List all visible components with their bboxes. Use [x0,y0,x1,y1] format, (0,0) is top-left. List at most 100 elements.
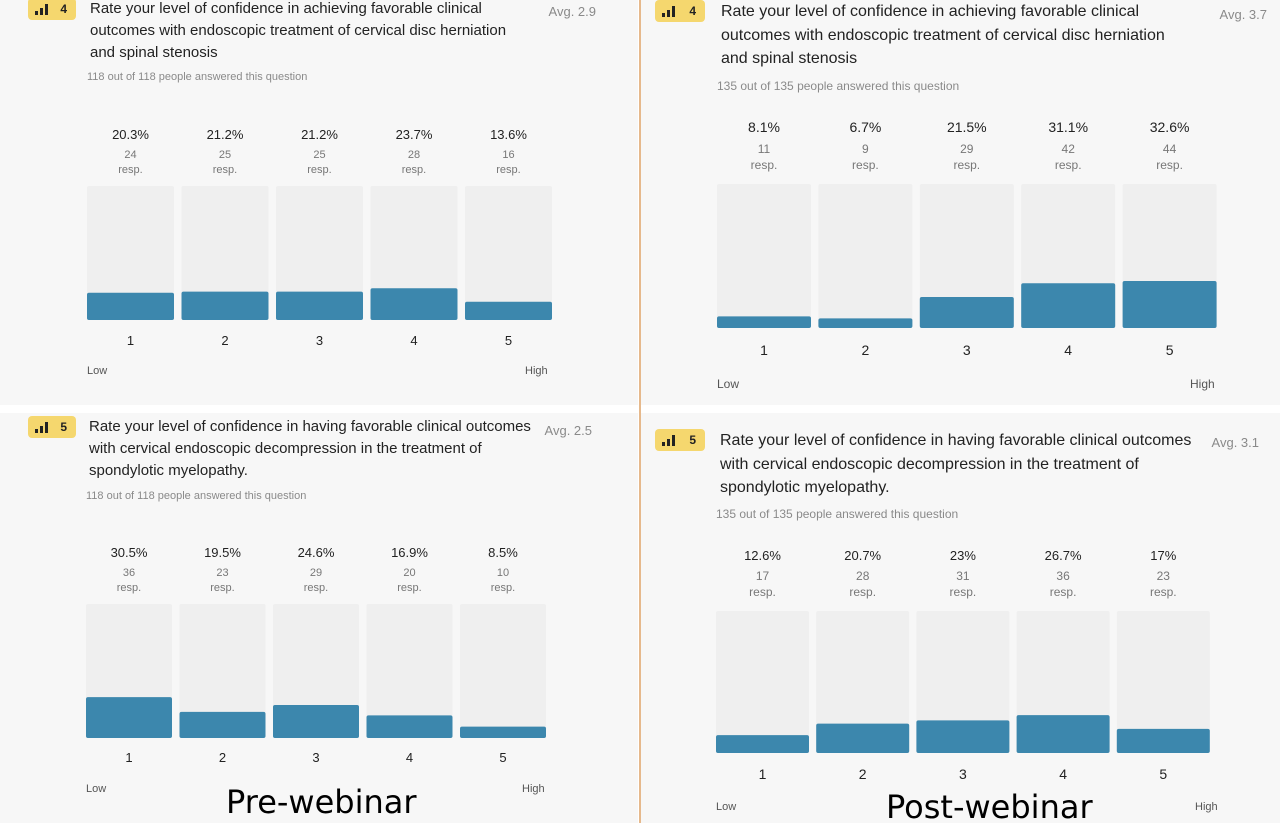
response-count: 11 [758,142,771,156]
response-count: 42 [1062,142,1076,156]
bar-track [716,611,809,753]
response-count: 23 [216,567,228,579]
response-unit: resp. [953,158,980,172]
response-bar-chart: 20.3% 24 resp. 1 21.2% 25 resp. 2 21.2% 25 resp. 3 2… [87,127,552,348]
percent-label: 24.6% [298,545,335,560]
response-unit: resp. [491,582,515,594]
response-count: 10 [497,567,509,579]
bar-track [181,186,269,320]
bar-5 [460,726,546,738]
category-label: 5 [1159,766,1167,782]
percent-label: 13.6% [490,127,527,142]
question-text: Rate your level of confidence in achievi… [721,3,1165,67]
bar-5 [465,301,552,320]
response-count: 23 [1157,569,1171,583]
response-bar-chart: 8.1% 11 resp. 1 6.7% 9 resp. 2 21.5% 29 resp. 3 31.1… [717,119,1217,358]
response-unit: resp. [751,158,778,172]
answered-count: 118 out of 118 people answered this ques… [86,490,307,502]
category-label: 3 [312,750,319,765]
bar-chart-icon [662,435,675,446]
response-unit: resp. [397,582,421,594]
pre-webinar-caption: Pre-webinar [226,783,417,821]
question-text: Rate your level of confidence in achievi… [90,0,507,61]
bar-1 [716,735,809,753]
bar-3 [916,720,1010,753]
scale-high-label: High [1195,801,1218,813]
category-label: 3 [959,766,967,782]
response-unit: resp. [1050,585,1077,599]
category-label: 5 [499,750,506,765]
percent-label: 8.5% [488,545,518,560]
bar-track [460,604,546,738]
category-label: 2 [221,333,228,348]
bar-track [276,186,363,320]
bar-chart-icon [35,4,48,15]
question-badge: 5 [28,416,76,438]
scale-high-label: High [522,783,545,795]
percent-label: 32.6% [1150,119,1190,135]
response-unit: resp. [304,582,328,594]
bar-2 [818,318,913,328]
response-count: 20 [403,567,415,579]
category-label: 1 [760,342,768,358]
average-score: Avg. 3.7 [1219,7,1267,22]
response-unit: resp. [118,164,142,176]
question-badge: 4 [655,0,705,22]
average-score: Avg. 2.9 [548,4,596,19]
percent-label: 8.1% [748,119,780,135]
scale-low-label: Low [717,377,740,391]
question-number: 5 [60,420,67,434]
bar-track [179,604,266,738]
response-count: 17 [756,569,770,583]
percent-label: 21.2% [207,127,244,142]
panel-divider [639,0,641,823]
category-label: 4 [406,750,413,765]
post-webinar-q5-panel: 5 Rate your level of confidence in havin… [641,413,1280,823]
average-score: Avg. 3.1 [1211,435,1259,450]
response-count: 28 [408,149,420,161]
scale-low-label: Low [716,801,737,813]
question-text: Rate your level of confidence in having … [720,432,1192,496]
percent-label: 23% [950,548,976,563]
percent-label: 23.7% [396,127,433,142]
bar-1 [717,316,811,328]
scale-low-label: Low [87,365,108,377]
category-label: 4 [1059,766,1067,782]
response-bar-chart: 12.6% 17 resp. 1 20.7% 28 resp. 2 23% 31 resp. 3 26.… [716,548,1210,782]
percent-label: 19.5% [204,545,241,560]
bar-track [273,604,359,738]
response-count: 16 [502,149,514,161]
category-label: 1 [127,333,134,348]
response-unit: resp. [117,582,141,594]
average-score: Avg. 2.5 [544,423,592,438]
response-unit: resp. [849,585,876,599]
bar-5 [1116,728,1210,753]
bar-2 [179,711,266,738]
bar-3 [919,297,1014,328]
percent-label: 16.9% [391,545,428,560]
category-label: 5 [505,333,512,348]
response-count: 29 [310,567,322,579]
response-bar-chart: 30.5% 36 resp. 1 19.5% 23 resp. 2 24.6% 29 resp. 3 1… [86,545,546,765]
pre-webinar-q4-panel: 4 Rate your level of confidence in achie… [0,0,638,405]
bar-track [717,184,811,328]
response-unit: resp. [213,164,237,176]
question-number: 4 [689,4,696,18]
percent-label: 6.7% [849,119,881,135]
response-count: 24 [124,149,136,161]
percent-label: 26.7% [1045,548,1082,563]
question-badge: 4 [28,0,76,20]
percent-label: 20.7% [844,548,881,563]
response-unit: resp. [852,158,879,172]
bar-track [366,604,453,738]
post-webinar-q4-panel: 4 Rate your level of confidence in achie… [641,0,1280,405]
question-number: 4 [60,2,67,16]
bar-track [1116,611,1210,753]
response-unit: resp. [307,164,331,176]
bar-track [465,186,552,320]
response-count: 25 [313,149,325,161]
bar-2 [816,723,910,753]
question-badge: 5 [655,429,705,451]
bar-3 [273,705,359,738]
question-text: Rate your level of confidence in having … [89,418,531,479]
